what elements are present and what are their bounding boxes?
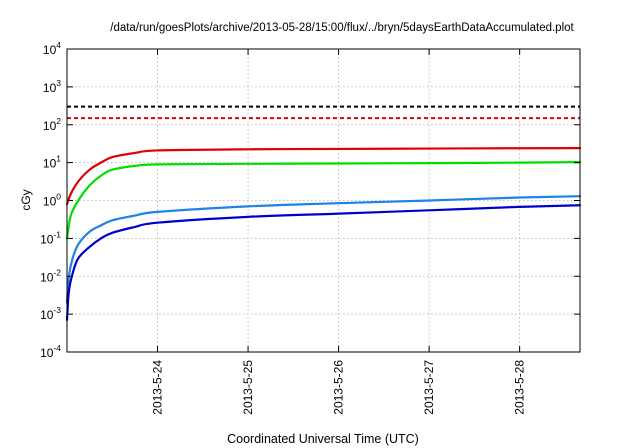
series-lines — [65, 146, 582, 322]
x-axis-ticks: 2013-5-24 2013-5-25 2013-5-26 2013-5-27 2013… — [151, 49, 527, 415]
x-tick-label: 2013-5-28 — [513, 360, 527, 415]
y-tick-label: 10-1 — [40, 229, 61, 246]
y-tick-label: 101 — [43, 154, 61, 171]
x-tick-label: 2013-5-26 — [332, 360, 346, 415]
chart-title: /data/run/goesPlots/archive/2013-05-28/1… — [110, 22, 574, 34]
y-tick-label: 104 — [43, 40, 61, 57]
series-line — [65, 204, 582, 322]
y-tick-label: 103 — [43, 78, 61, 95]
x-axis-label: Coordinated Universal Time (UTC) — [227, 432, 419, 446]
series-line — [65, 195, 582, 304]
y-tick-label: 10-3 — [40, 305, 61, 322]
x-tick-label: 2013-5-24 — [151, 360, 165, 415]
y-axis-ticks: 10-4 10-3 10-2 10-1 100 101 102 103 104 — [40, 40, 580, 360]
y-tick-label: 100 — [43, 192, 61, 209]
x-tick-label: 2013-5-27 — [422, 360, 436, 415]
grid — [67, 49, 580, 352]
series-line — [65, 146, 582, 206]
y-tick-label: 10-2 — [40, 267, 61, 284]
y-axis-label: cGy — [19, 189, 33, 210]
y-tick-label: 102 — [43, 116, 61, 133]
series-line — [65, 161, 582, 240]
reference-lines — [67, 105, 580, 120]
y-tick-label: 10-4 — [40, 343, 61, 360]
x-tick-label: 2013-5-25 — [241, 360, 255, 415]
